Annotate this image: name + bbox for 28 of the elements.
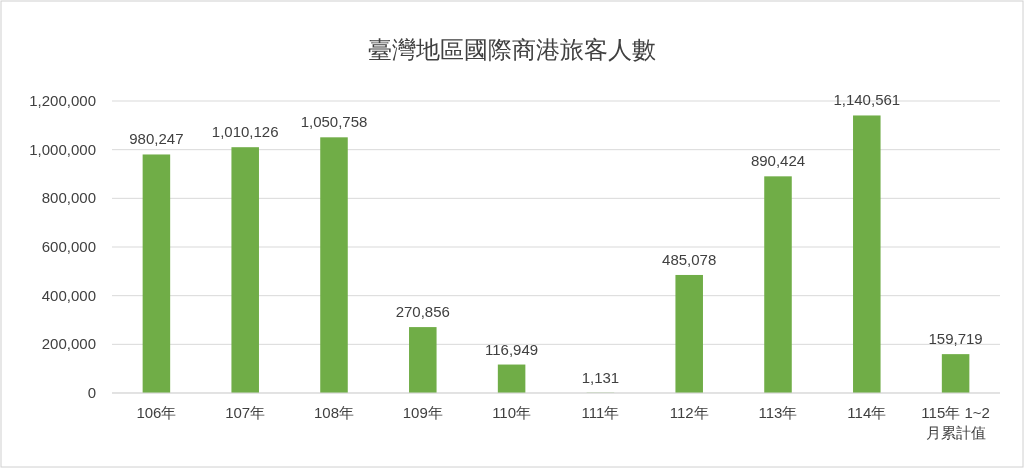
y-tick-label: 0 — [87, 384, 96, 401]
y-tick-label: 600,000 — [41, 238, 96, 255]
data-label: 116,949 — [485, 340, 539, 358]
x-tick-label: 109年 — [402, 404, 443, 421]
x-tick-label: 108年 — [313, 404, 355, 421]
x-tick-label: 112年 — [669, 404, 709, 421]
y-tick-label: 800,000 — [41, 189, 96, 207]
x-tick-label: 113年 — [758, 404, 798, 421]
y-tick-label: 400,000 — [41, 286, 96, 304]
y-tick-label: 1,000,000 — [29, 140, 96, 158]
data-label: 1,050,758 — [300, 113, 368, 131]
x-tick-label: 110年 — [492, 404, 532, 421]
data-label: 1,010,126 — [211, 123, 279, 141]
data-label: 890,424 — [750, 152, 806, 170]
data-label: 485,078 — [662, 250, 717, 268]
x-tick-label: 106年 — [136, 404, 177, 421]
x-tick-label: 111年 — [581, 404, 620, 421]
x-tick-label: 114年 — [847, 404, 887, 421]
data-label: 980,247 — [129, 130, 184, 148]
y-tick-label: 200,000 — [41, 335, 96, 353]
y-tick-label: 1,200,000 — [29, 92, 96, 109]
data-label: 159,719 — [928, 330, 983, 348]
data-label: 1,140,561 — [833, 91, 901, 109]
x-tick-label: 115年 1~2月累計值 — [921, 404, 990, 441]
x-tick-label: 107年 — [225, 404, 266, 421]
chart-title: 臺灣地區國際商港旅客人數 — [368, 36, 656, 63]
data-label: 270,856 — [395, 303, 450, 321]
data-label: 1,131 — [581, 368, 620, 386]
